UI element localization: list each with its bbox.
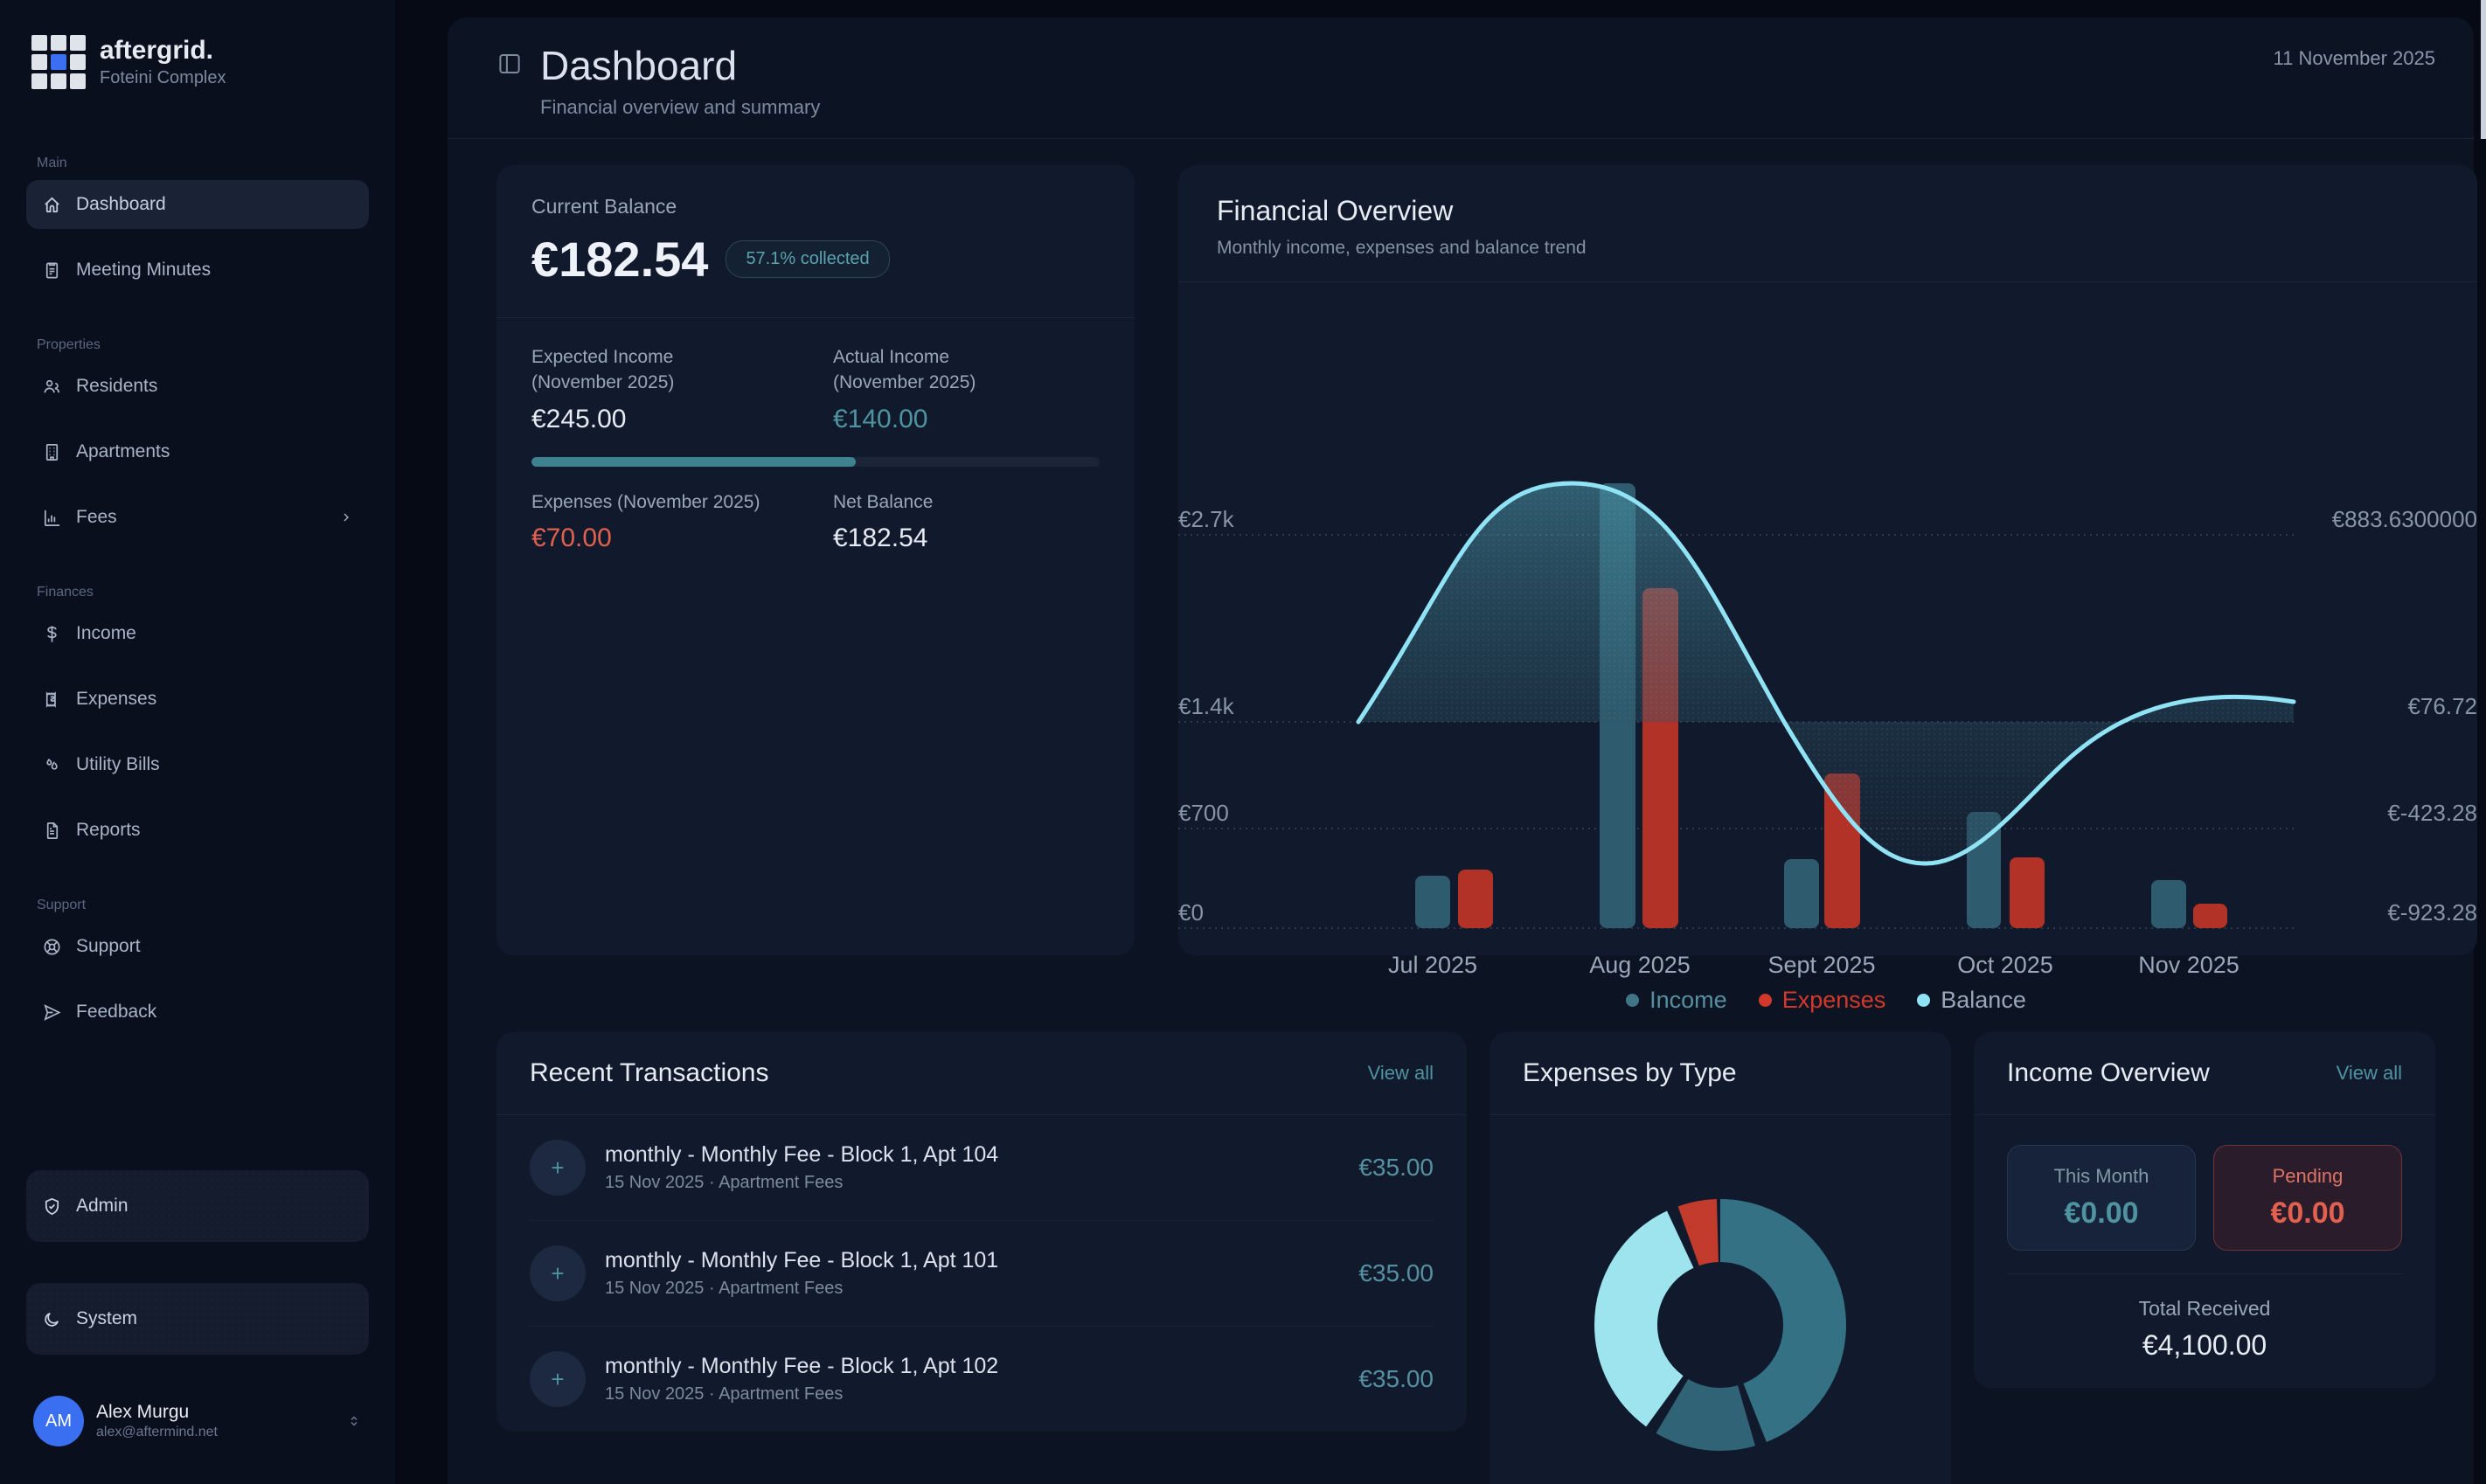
svg-text:€-423.28: €-423.28 [2387,800,2477,826]
svg-text:€-923.28: €-923.28 [2387,899,2477,926]
svg-text:Oct 2025: Oct 2025 [1957,952,2053,978]
svg-text:Jul 2025: Jul 2025 [1388,952,1477,978]
svg-text:Sept 2025: Sept 2025 [1767,952,1875,978]
svg-text:€883.6300000: €883.6300000 [2332,506,2477,532]
svg-text:Aug 2025: Aug 2025 [1589,952,1691,978]
svg-text:€0: €0 [1178,899,1204,926]
svg-text:Nov 2025: Nov 2025 [2138,952,2239,978]
svg-text:€700: €700 [1178,800,1229,826]
svg-text:€76.72: €76.72 [2407,693,2477,719]
svg-text:€1.4k: €1.4k [1178,693,1235,719]
svg-text:€2.7k: €2.7k [1178,506,1235,532]
